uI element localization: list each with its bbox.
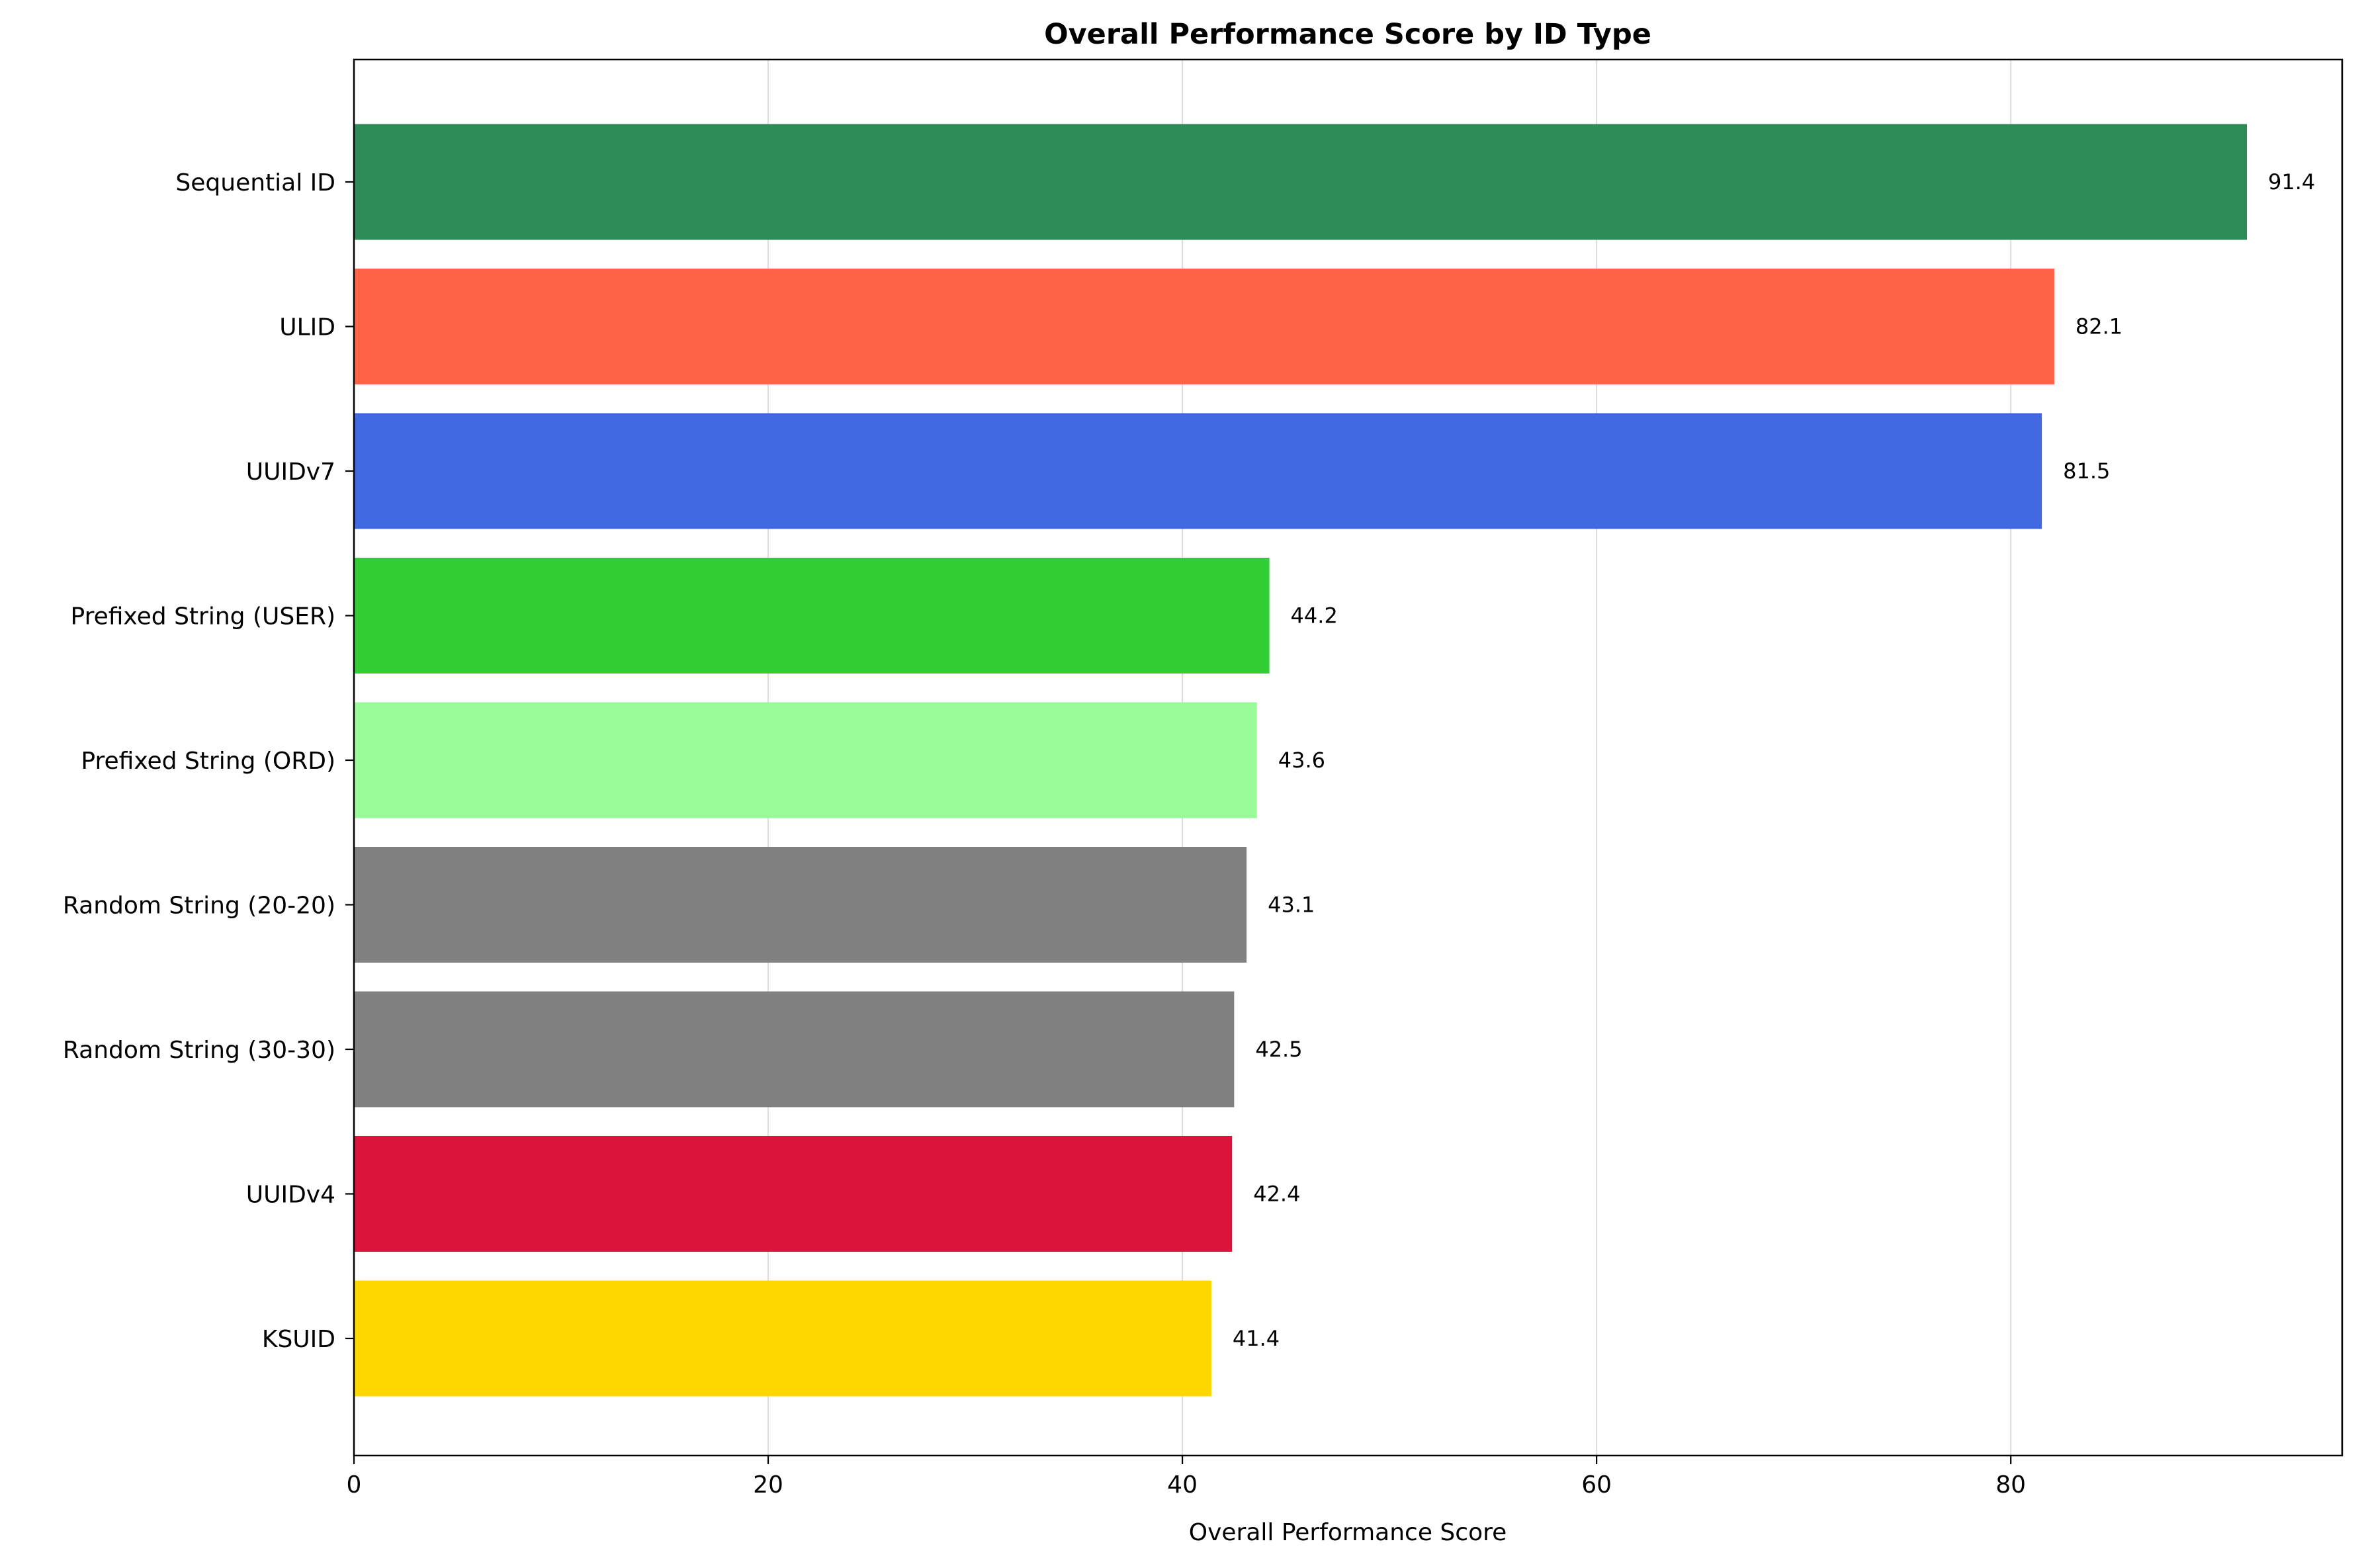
y-tick-label: Prefixed String (USER): [71, 603, 335, 631]
bar: [354, 269, 2054, 384]
bar-value-label: 81.5: [2063, 458, 2110, 484]
chart-title: Overall Performance Score by ID Type: [1044, 18, 1651, 51]
bar-value-label: 82.1: [2076, 314, 2122, 339]
bar: [354, 702, 1257, 818]
bar: [354, 413, 2042, 529]
bar-value-label: 43.6: [1278, 748, 1325, 773]
y-tick-label: KSUID: [262, 1326, 335, 1353]
bar: [354, 991, 1235, 1108]
y-tick-label: Sequential ID: [175, 169, 335, 196]
bar-value-label: 44.2: [1291, 603, 1338, 629]
x-tick-label: 80: [1995, 1471, 2026, 1499]
x-tick-label: 0: [347, 1471, 362, 1499]
x-axis-label: Overall Performance Score: [1189, 1519, 1507, 1546]
x-tick-label: 60: [1581, 1471, 1612, 1499]
bar: [354, 1136, 1233, 1252]
y-tick-label: Random String (20-20): [63, 893, 335, 920]
bar: [354, 847, 1247, 963]
bar: [354, 558, 1270, 674]
bar: [354, 124, 2248, 240]
bar-value-label: 42.4: [1253, 1182, 1300, 1207]
bar-value-label: 91.4: [2268, 169, 2315, 195]
y-tick-label: ULID: [279, 314, 335, 341]
x-tick-label: 40: [1167, 1471, 1198, 1499]
bar-value-label: 42.5: [1255, 1037, 1302, 1062]
x-tick-label: 20: [753, 1471, 783, 1499]
bar-value-label: 43.1: [1268, 893, 1315, 918]
bar-value-label: 41.4: [1233, 1326, 1280, 1351]
plot-frame: [353, 58, 2343, 1457]
y-axis: Sequential ID ULID UUIDv7 Prefixed String (…: [63, 169, 354, 1353]
bars: [354, 124, 2248, 1397]
x-axis: 0 20 40 60 80: [347, 1456, 2026, 1499]
y-tick-label: Prefixed String (ORD): [81, 748, 335, 775]
y-tick-label: UUIDv4: [246, 1182, 335, 1209]
value-labels: 91.4 82.1 81.5 44.2 43.6 43.1 42.5 42.4 41.4: [1233, 169, 2315, 1351]
y-tick-label: Random String (30-30): [63, 1037, 335, 1064]
bar: [354, 1280, 1211, 1397]
y-tick-label: UUIDv7: [246, 458, 335, 486]
